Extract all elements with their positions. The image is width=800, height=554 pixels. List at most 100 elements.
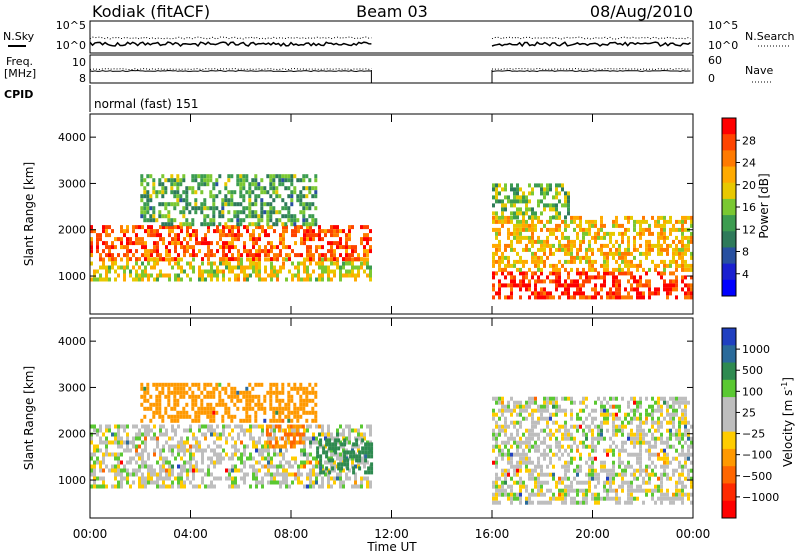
echo-cell-velocity — [165, 460, 168, 465]
echo-cell-velocity — [195, 444, 198, 449]
echo-cell-power — [516, 239, 519, 244]
echo-cell-power — [522, 199, 525, 204]
echo-cell-power — [690, 291, 693, 296]
echo-cell-power — [648, 223, 651, 228]
echo-cell-power — [531, 259, 534, 264]
y-tick-label: 3000 — [58, 381, 86, 394]
echo-cell-power — [510, 187, 513, 192]
echo-cell-velocity — [153, 424, 156, 429]
echo-cell-power — [167, 214, 171, 219]
echo-cell-velocity — [143, 390, 147, 395]
echo-cell-velocity — [606, 400, 609, 405]
echo-cell-power — [284, 214, 288, 219]
echo-cell-velocity — [168, 472, 171, 477]
echo-cell-velocity — [549, 428, 552, 433]
echo-cell-power — [161, 214, 165, 219]
echo-cell-velocity — [255, 484, 258, 489]
echo-cell-power — [212, 194, 216, 199]
echo-cell-power — [248, 210, 252, 215]
echo-cell-velocity — [200, 398, 204, 403]
echo-cell-velocity — [243, 472, 246, 477]
echo-cell-velocity — [189, 452, 192, 457]
echo-cell-velocity — [284, 402, 288, 407]
echo-cell-velocity — [288, 464, 291, 469]
echo-cell-velocity — [594, 456, 597, 461]
echo-cell-velocity — [165, 472, 168, 477]
echo-cell-power — [138, 241, 141, 246]
echo-cell-power — [209, 178, 213, 183]
echo-cell-velocity — [291, 428, 294, 433]
x-axis-label: Time UT — [366, 540, 417, 554]
echo-cell-velocity — [165, 484, 168, 489]
echo-cell-power — [519, 231, 522, 236]
echo-cell-power — [270, 245, 273, 250]
echo-cell-power — [675, 279, 678, 284]
echo-cell-power — [140, 174, 144, 179]
echo-cell-velocity — [351, 456, 354, 461]
echo-cell-velocity — [207, 428, 210, 433]
echo-cell-velocity — [237, 448, 240, 453]
echo-cell-power — [501, 267, 504, 272]
echo-cell-velocity — [327, 484, 330, 489]
echo-cell-power — [651, 291, 654, 296]
echo-cell-velocity — [633, 432, 636, 437]
echo-cell-power — [510, 219, 513, 224]
echo-cell-power — [639, 243, 642, 248]
echo-cell-velocity — [366, 424, 369, 429]
echo-cell-power — [594, 223, 597, 228]
echo-cell-power — [218, 222, 222, 227]
echo-cell-velocity — [254, 418, 258, 423]
echo-cell-velocity — [537, 476, 540, 481]
echo-cell-power — [603, 259, 606, 264]
echo-cell-power — [516, 219, 519, 224]
echo-cell-velocity — [327, 476, 330, 481]
echo-cell-power — [636, 247, 639, 252]
echo-cell-velocity — [573, 436, 576, 441]
echo-cell-power — [293, 214, 297, 219]
echo-cell-velocity — [150, 472, 153, 477]
echo-cell-velocity — [510, 476, 513, 481]
echo-cell-velocity — [675, 436, 678, 441]
echo-cell-power — [363, 261, 366, 266]
echo-cell-power — [675, 227, 678, 232]
echo-cell-velocity — [117, 460, 120, 465]
echo-cell-velocity — [231, 476, 234, 481]
echo-cell-velocity — [210, 424, 213, 429]
echo-cell-velocity — [543, 500, 546, 505]
echo-cell-velocity — [510, 432, 513, 437]
echo-cell-power — [579, 275, 582, 280]
echo-cell-velocity — [274, 424, 278, 429]
echo-cell-velocity — [189, 424, 192, 429]
echo-cell-velocity — [621, 468, 624, 473]
echo-cell-power — [270, 249, 273, 254]
echo-cell-velocity — [153, 436, 156, 441]
echo-cell-velocity — [492, 436, 495, 441]
echo-cell-power — [192, 229, 195, 234]
echo-cell-power — [348, 233, 351, 238]
echo-cell-velocity — [114, 424, 117, 429]
echo-cell-power — [314, 206, 318, 211]
echo-cell-velocity — [648, 452, 651, 457]
echo-cell-velocity — [603, 448, 606, 453]
echo-cell-power — [570, 251, 573, 256]
echo-cell-velocity — [684, 452, 687, 457]
echo-cell-velocity — [301, 440, 305, 445]
echo-cell-velocity — [579, 424, 582, 429]
echo-cell-velocity — [141, 448, 144, 453]
echo-cell-velocity — [227, 382, 231, 387]
echo-cell-velocity — [633, 444, 636, 449]
echo-cell-power — [189, 265, 192, 270]
echo-cell-velocity — [297, 468, 300, 473]
echo-cell-power — [237, 233, 240, 238]
echo-cell-velocity — [210, 484, 213, 489]
echo-cell-velocity — [278, 414, 282, 419]
echo-cell-velocity — [591, 456, 594, 461]
echo-cell-velocity — [513, 420, 516, 425]
echo-cell-velocity — [264, 448, 267, 453]
echo-cell-velocity — [293, 382, 297, 387]
echo-cell-velocity — [168, 436, 171, 441]
echo-cell-velocity — [155, 402, 159, 407]
echo-cell-velocity — [591, 464, 594, 469]
echo-cell-power — [345, 241, 348, 246]
echo-cell-velocity — [657, 420, 660, 425]
